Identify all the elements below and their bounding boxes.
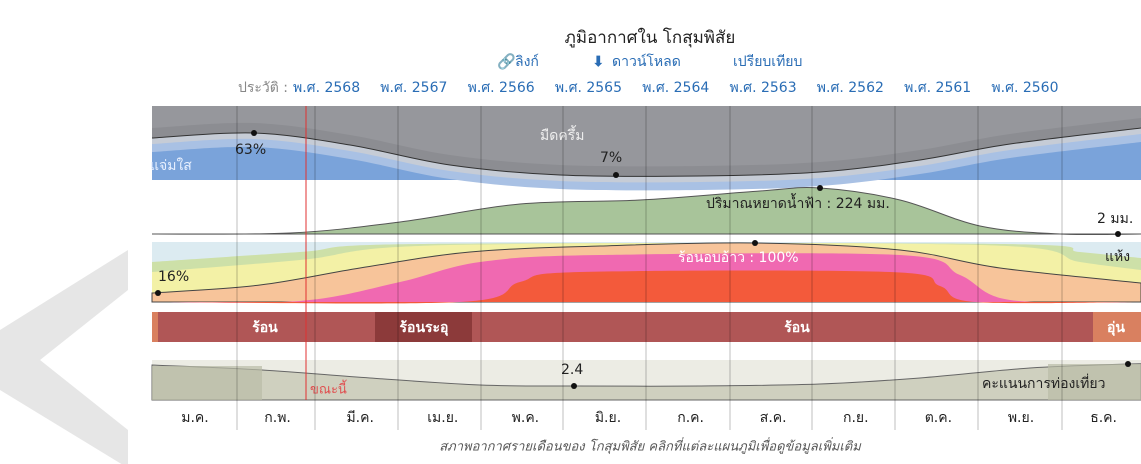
tourism-label: 2.4 (561, 362, 583, 378)
cloud-label: 63% (235, 142, 266, 158)
temp-label: 16% (158, 269, 189, 285)
month-label: ก.พ. (264, 410, 291, 426)
cloud-point (251, 130, 257, 136)
link-icon: 🔗 (497, 52, 516, 71)
history-year[interactable]: พ.ศ. 2560 (991, 80, 1058, 96)
now-label: ขณะนี้ (310, 380, 347, 398)
compare[interactable]: เปรียบเทียบ (733, 54, 802, 70)
temp-point (155, 290, 161, 296)
temp-label: ร้อนอบอ้าว : 100% (678, 250, 799, 266)
history-year[interactable]: พ.ศ. 2564 (642, 80, 709, 96)
tourism-point (1125, 361, 1131, 367)
history-year[interactable]: พ.ศ. 2561 (904, 80, 971, 96)
month-label: มิ.ย. (595, 410, 621, 426)
clear-label: แจ่มใส (150, 157, 192, 174)
season-segment (375, 312, 472, 342)
month-label: มี.ค. (346, 410, 374, 426)
month-label: พ.ย. (1008, 410, 1034, 426)
cloud-point (613, 172, 619, 178)
oppressive-area (152, 270, 1141, 304)
month-label: ก.ย. (843, 410, 869, 426)
tourism-best (1048, 364, 1141, 400)
precip-point (817, 185, 823, 191)
cloud-label: 7% (600, 150, 622, 166)
season-label: ร้อน (784, 320, 810, 336)
month-label: ม.ค. (181, 410, 209, 426)
history-year[interactable]: พ.ศ. 2563 (730, 80, 797, 96)
history-year[interactable]: พ.ศ. 2568 (293, 80, 360, 96)
overcast-layer (152, 106, 1141, 167)
caption: สภาพอากาศรายเดือนของ โกสุมพิสัย คลิกที่แ… (439, 437, 862, 455)
history-year[interactable]: พ.ศ. 2567 (380, 80, 447, 96)
overcast-label: มืดครึ้ม (540, 125, 584, 144)
season-label: ร้อนระอุ (400, 320, 449, 336)
history-year[interactable]: พ.ศ. 2565 (555, 80, 622, 96)
month-label: พ.ค. (512, 410, 540, 426)
precip-label: 2 มม. (1097, 211, 1133, 227)
dry-label: แห้ง (1105, 249, 1130, 265)
season-segment (158, 312, 375, 342)
month-label: เม.ย. (427, 410, 458, 426)
history-year[interactable]: พ.ศ. 2562 (817, 80, 884, 96)
month-label: ก.ค. (677, 410, 704, 426)
precip-point (1115, 231, 1121, 237)
month-label: ธ.ค. (1090, 410, 1117, 426)
tourism-best (152, 366, 262, 400)
season-label: ร้อน (252, 320, 278, 336)
bands: 63% 7% แจ่มใส มืดครึ้มปริมาณหยาดน้ำฟ้า : 22… (150, 106, 1141, 430)
month-label: ต.ค. (925, 410, 952, 426)
tourism-point (571, 383, 577, 389)
temp-point (752, 240, 758, 246)
download[interactable]: ดาวน์โหลด (612, 53, 681, 70)
season-label: อุ่น (1107, 320, 1125, 336)
season-segment (472, 312, 1093, 342)
score-label: คะแนนการท่องเที่ยว (982, 374, 1105, 392)
history-label: ประวัติ : (238, 80, 288, 96)
download-icon: ⬇ (592, 53, 605, 71)
month-label: ส.ค. (760, 410, 787, 426)
precip-area (151, 187, 1141, 236)
cloud-line (151, 127, 1141, 177)
season-segment (1093, 312, 1141, 342)
link[interactable]: ลิงก์ (515, 53, 539, 70)
season-edge (152, 312, 158, 342)
decor-chevron (0, 250, 128, 464)
history-year[interactable]: พ.ศ. 2566 (468, 80, 535, 96)
title: ภูมิอากาศใน โกสุมพิสัย (565, 27, 736, 48)
precip-label: ปริมาณหยาดน้ำฟ้า : 224 มม. (706, 193, 890, 212)
